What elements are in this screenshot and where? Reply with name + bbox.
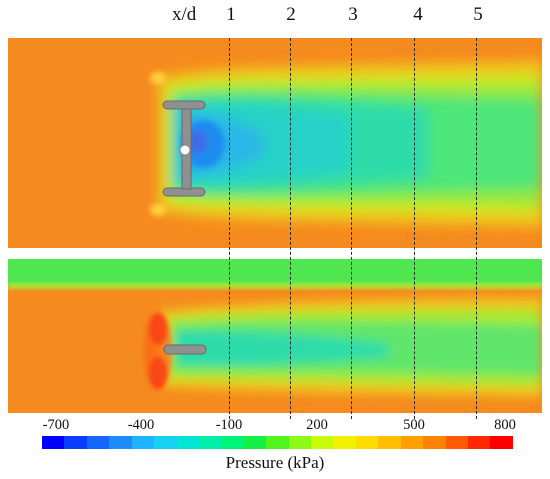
- station-label-3: 3: [348, 4, 358, 25]
- colorbar-tick: -100: [215, 417, 243, 433]
- colorbar-segment: [221, 436, 244, 449]
- colorbar-segment: [176, 436, 199, 449]
- colorbar-segment: [333, 436, 356, 449]
- station-label-4: 4: [413, 4, 423, 25]
- colorbar-segment: [42, 436, 65, 449]
- colorbar-segment: [490, 436, 513, 449]
- colorbar-segment: [378, 436, 401, 449]
- station-line-5: [476, 38, 477, 419]
- colorbar-segment: [355, 436, 379, 449]
- colorbar-segment: [131, 436, 155, 449]
- station-line-2: [290, 38, 291, 419]
- colorbar-tick: 200: [306, 417, 328, 433]
- station-label-2: 2: [286, 4, 296, 25]
- colorbar-title: Pressure (kPa): [225, 453, 325, 472]
- station-line-3: [351, 38, 352, 419]
- colorbar-segment: [266, 436, 289, 449]
- colorbar: [42, 436, 513, 449]
- colorbar-segment: [445, 436, 469, 449]
- station-label-5: 5: [473, 4, 483, 25]
- top-contour-panel: [8, 38, 542, 248]
- station-line-4: [414, 38, 415, 419]
- colorbar-tick: -400: [127, 417, 155, 433]
- colorbar-segment: [400, 436, 424, 449]
- station-line-1: [229, 38, 230, 419]
- colorbar-tick: -700: [42, 417, 70, 433]
- colorbar-segment: [64, 436, 87, 449]
- colorbar-segment: [86, 436, 110, 449]
- station-label-1: 1: [226, 4, 236, 25]
- colorbar-segment: [198, 436, 222, 449]
- top-contour-plot: [8, 38, 542, 248]
- colorbar-segment: [423, 436, 446, 449]
- colorbar-segment: [154, 436, 177, 449]
- colorbar-tick: 800: [494, 417, 516, 433]
- colorbar-segment: [288, 436, 312, 449]
- colorbar-tick: 500: [403, 417, 425, 433]
- colorbar-segment: [468, 436, 491, 449]
- colorbar-segment: [311, 436, 334, 449]
- colorbar-segment: [109, 436, 132, 449]
- xd-axis-label: x/d: [172, 4, 197, 25]
- bottom-contour-plot: [8, 259, 542, 413]
- bottom-contour-panel: [8, 259, 542, 413]
- colorbar-segment: [243, 436, 267, 449]
